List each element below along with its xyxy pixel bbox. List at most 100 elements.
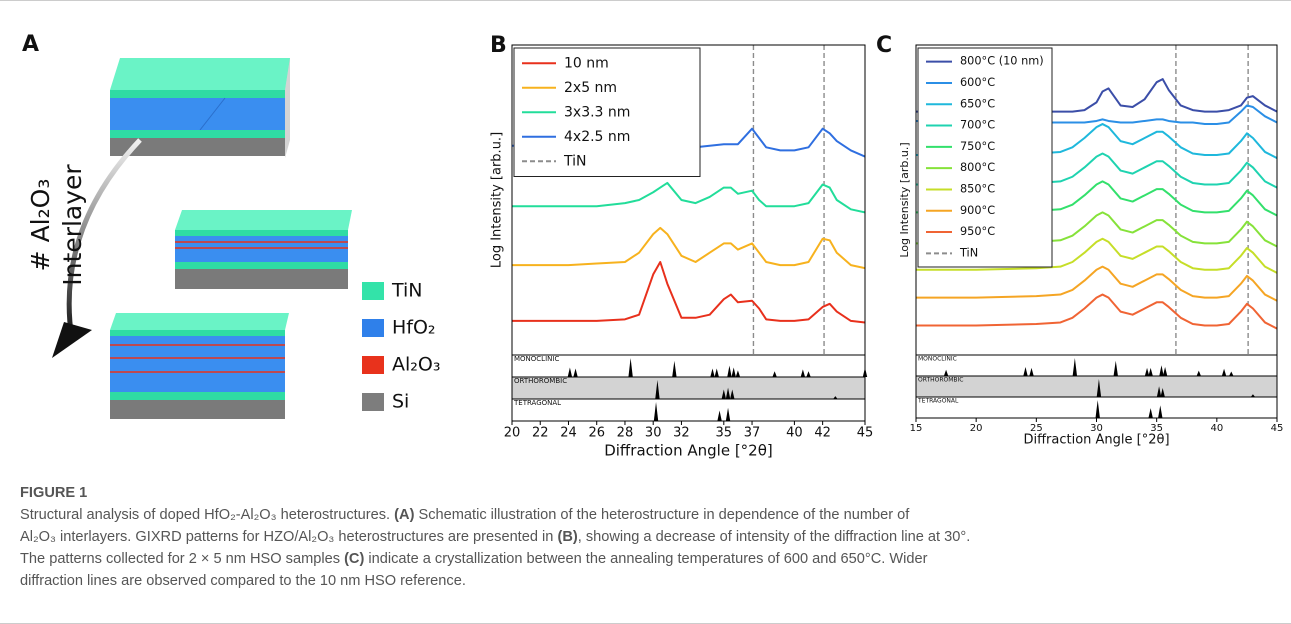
legend-label: 800°C (10 nm) [960,55,1044,68]
legend-label: 800°C [960,161,995,174]
legend-label: 600°C [960,76,995,89]
x-tick-label: 28 [617,426,634,441]
layer-si [175,269,348,289]
reference-peak [710,368,715,377]
y-axis-label: Log Intensity [arb.u.] [490,132,505,268]
legend-label: HfO₂ [392,317,436,339]
reference-peak [1148,367,1153,376]
reference-peak [717,410,722,421]
caption-run: (C) [344,551,364,567]
series-line [512,181,865,214]
x-tick-label: 37 [744,426,761,441]
x-tick-label: 25 [1030,423,1043,434]
series-line [916,265,1277,302]
x-tick-label: 40 [786,426,803,441]
reference-peak [1095,400,1100,418]
reference-peak [833,396,838,399]
x-tick-label: 15 [910,423,923,434]
reference-peak [1148,408,1153,418]
legend-label: TiN [563,153,586,169]
caption-run: diffraction lines are observed compared … [20,573,466,589]
caption-run: Schematic illustration of the heterostru… [414,507,910,523]
reference-peak [1160,388,1165,397]
strip-background [512,377,865,399]
caption: Structural analysis of doped HfO₂-Al₂O₃ … [20,507,970,589]
series-line [916,123,1277,160]
reference-peak [772,371,777,377]
x-tick-label: 45 [857,426,874,441]
caption-run: The patterns collected for 2 × 5 nm HSO … [20,551,344,567]
reference-peak [731,367,736,377]
strip-background [916,376,1277,397]
caption-line: Al₂O₃ interlayers. GIXRD patterns for HZ… [20,529,970,545]
charts: B MONOCLINIC ORTHOROMBIC TETRAGONAL 20 22 24 26… [490,33,1284,460]
series-line [916,152,1277,189]
caption-run: Structural analysis of doped HfO₂-Al₂O₃ … [20,507,394,523]
series-line [916,293,1277,330]
caption-run: (B) [557,529,577,545]
reference-peak [1162,367,1168,376]
legend-swatch [362,393,384,411]
reference-peak [1113,360,1118,376]
stack-3 [110,313,289,419]
reference-peak [1229,371,1234,376]
series-line [916,78,1277,113]
reference-peak [1221,368,1227,376]
reference-peak [1156,386,1162,397]
reference-peak [567,367,573,377]
legend-label: 4x2.5 nm [564,129,630,145]
x-tick-label: 20 [504,426,521,441]
series-line [512,261,865,324]
legend-label: 750°C [960,140,995,153]
legend-label: Al₂O₃ [392,354,440,376]
caption-run: Al₂O₃ interlayers. GIXRD patterns for HZ… [20,529,557,545]
strip-label: ORTHOROMBIC [918,377,964,384]
panel-label: A [22,32,39,57]
arrow [66,138,142,341]
caption-line: diffraction lines are observed compared … [20,573,466,589]
caption-run: , showing a decrease of intensity of the… [578,529,971,545]
x-tick-label: 24 [560,426,577,441]
reference-peak [1029,367,1034,376]
legend-label: 950°C [960,225,995,238]
layer-tin [110,130,285,138]
reference-peak [806,371,811,377]
figure-label: FIGURE 1 [20,485,87,501]
legend-label: 650°C [960,97,995,110]
legend-swatch [362,319,384,337]
legend-label: 700°C [960,119,995,132]
reference-peak [1096,379,1102,397]
arrow-head [52,322,92,358]
grain-boundary [199,97,226,131]
y-axis-label: Log Intensity [arb.u.] [898,142,911,257]
reference-peak [1196,370,1201,376]
legend-swatch [362,282,384,300]
legend-label: 850°C [960,182,995,195]
layer-tin [110,392,285,400]
chart: C MONOCLINIC ORTHOROMBIC TETRAGONAL 15 20 25 30… [876,33,1283,448]
strip-label: TETRAGONAL [513,399,561,407]
x-axis-label: Diffraction Angle [°2θ] [1023,433,1169,448]
reference-peak [655,380,660,399]
x-tick-label: 35 [1150,423,1163,434]
legend-label: TiN [959,246,978,259]
reference-peak [725,407,731,421]
layer-si [110,400,285,419]
layer-hfo2 [175,236,348,262]
caption-run: (A) [394,507,414,523]
stack-2 [175,210,352,289]
reference-peak [800,369,806,377]
series-line [916,180,1277,217]
reference-peak [725,387,731,399]
top-face [110,58,290,90]
layer-tin [175,230,348,236]
reference-peak [721,389,726,399]
reference-peak [943,369,949,376]
arrow-label: Interlayer [58,164,87,286]
legend-label: TiN [391,280,423,302]
caption-line: Structural analysis of doped HfO₂-Al₂O₃ … [20,507,910,523]
x-tick-label: 35 [716,426,733,441]
x-tick-label: 32 [673,426,690,441]
reference-peak [735,370,741,377]
